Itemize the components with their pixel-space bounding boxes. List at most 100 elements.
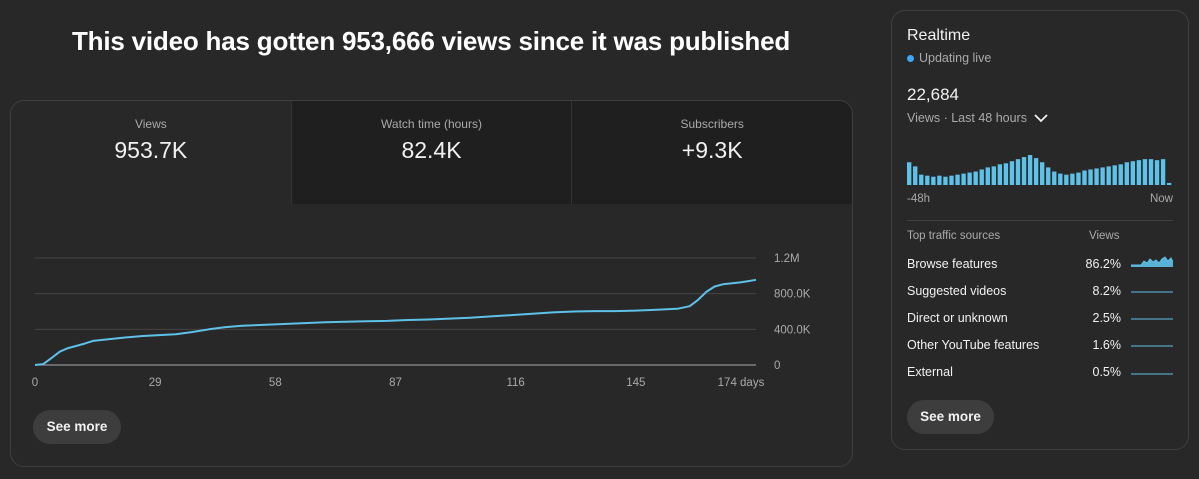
source-name: Browse features: [907, 257, 998, 271]
realtime-bar: [943, 176, 948, 185]
source-percent: 0.5%: [1092, 365, 1122, 379]
analytics-card: Views 953.7K Watch time (hours) 82.4K Su…: [10, 100, 853, 467]
live-indicator: Updating live: [907, 51, 991, 65]
realtime-bar: [1052, 171, 1057, 185]
metric-tabs: Views 953.7K Watch time (hours) 82.4K Su…: [11, 101, 852, 204]
realtime-see-more-button[interactable]: See more: [907, 400, 994, 434]
source-sparkline: [1131, 373, 1173, 375]
source-percent: 8.2%: [1092, 284, 1122, 298]
realtime-bar: [1088, 169, 1093, 185]
realtime-bar: [1106, 166, 1111, 185]
realtime-bar: [1082, 170, 1087, 185]
realtime-bar: [1160, 159, 1166, 185]
live-dot-icon: [907, 54, 914, 62]
traffic-source-row: External 0.5%: [907, 365, 1173, 385]
tab-subscribers[interactable]: Subscribers +9.3K: [571, 101, 852, 204]
realtime-bar: [985, 167, 990, 185]
see-more-button[interactable]: See more: [33, 410, 121, 444]
traffic-sources-header: Top traffic sources Views: [907, 230, 1173, 242]
tab-views[interactable]: Views 953.7K: [11, 101, 291, 204]
realtime-bar: [919, 174, 924, 185]
source-sparkline: [1131, 345, 1173, 347]
tab-watch-time[interactable]: Watch time (hours) 82.4K: [290, 101, 572, 204]
metric-value: +9.3K: [681, 137, 743, 163]
x-tick-label: 116: [506, 377, 524, 389]
realtime-bar: [1148, 159, 1154, 185]
chevron-down-icon: [1034, 114, 1048, 123]
source-name: Suggested videos: [907, 284, 1007, 298]
views-series-line: [34, 278, 757, 366]
live-label: Updating live: [919, 51, 992, 65]
traffic-source-row: Suggested videos 8.2%: [907, 284, 1173, 304]
realtime-bar: [979, 169, 984, 185]
realtime-bar: [1040, 162, 1045, 185]
realtime-bar: [949, 175, 954, 185]
traffic-sources-title: Top traffic sources: [907, 230, 1001, 242]
y-tick-label: 800.0K: [774, 289, 811, 301]
source-name: Direct or unknown: [907, 311, 1008, 325]
source-sparkline: [1131, 291, 1173, 293]
realtime-bar: [1136, 160, 1142, 185]
realtime-bar: [1118, 164, 1123, 185]
realtime-bar: [991, 166, 996, 185]
y-tick-label: 1.2M: [774, 253, 800, 265]
realtime-bar-chart: [907, 155, 1172, 185]
views-line-chart: 0 400.0K 800.0K 1.2M 0 29 58 87 116 145 174 days: [32, 253, 811, 389]
realtime-bar: [931, 176, 936, 185]
x-tick-label: 145: [626, 377, 645, 389]
realtime-bar: [907, 162, 912, 185]
realtime-bar: [961, 173, 966, 185]
realtime-bar: [1154, 160, 1160, 185]
realtime-bar: [1100, 167, 1105, 185]
metric-value: 82.4K: [401, 137, 462, 163]
x-tick-label: 58: [269, 377, 282, 389]
views-column-header: Views: [1089, 230, 1120, 242]
realtime-bar: [1015, 159, 1021, 185]
realtime-bar: [1130, 161, 1136, 185]
y-tick-label: 0: [774, 360, 780, 372]
axis-start-label: -48h: [907, 193, 931, 205]
realtime-count: 22,684: [907, 85, 959, 104]
traffic-source-row: Other YouTube features 1.6%: [907, 338, 1173, 358]
realtime-bar: [1112, 165, 1117, 185]
realtime-bar: [997, 164, 1003, 185]
source-name: External: [907, 365, 953, 379]
period-dropdown[interactable]: Views · Last 48 hours: [907, 111, 1049, 125]
realtime-bar: [955, 174, 960, 185]
realtime-bar: [1070, 173, 1075, 185]
x-tick-label: 29: [149, 377, 162, 389]
realtime-bar: [1124, 162, 1129, 185]
x-tick-label: 174 days: [718, 377, 765, 389]
realtime-bar: [1046, 167, 1051, 185]
metric-label: Views: [134, 117, 167, 131]
realtime-bar: [1027, 155, 1033, 185]
divider: [907, 220, 1173, 221]
metric-value: 953.7K: [114, 137, 188, 163]
realtime-bar: [925, 175, 930, 185]
source-percent: 86.2%: [1085, 257, 1121, 271]
y-tick-label: 400.0K: [774, 324, 811, 336]
realtime-bar: [1064, 174, 1069, 185]
realtime-bar: [1033, 158, 1039, 185]
traffic-source-row: Direct or unknown 2.5%: [907, 311, 1173, 331]
x-tick-label: 87: [389, 377, 402, 389]
realtime-bar: [913, 166, 918, 185]
realtime-bar: [973, 171, 978, 185]
realtime-bar: [1058, 173, 1063, 185]
realtime-bar: [1076, 172, 1081, 185]
realtime-card: Realtime Updating live 22,684 Views · La…: [891, 10, 1189, 450]
source-percent: 1.6%: [1092, 338, 1122, 352]
source-sparkline: [1131, 318, 1173, 320]
metric-label: Subscribers: [680, 117, 744, 131]
x-tick-label: 0: [32, 377, 38, 389]
realtime-bar: [967, 172, 972, 185]
realtime-bar: [937, 175, 942, 185]
metric-label: Watch time (hours): [381, 117, 482, 131]
realtime-bar: [1009, 161, 1015, 185]
realtime-bar: [1021, 157, 1027, 185]
realtime-bar: [1003, 163, 1009, 185]
period-label: Views · Last 48 hours: [907, 111, 1027, 125]
realtime-bar: [1094, 168, 1099, 185]
source-sparkline: [1131, 256, 1173, 267]
axis-end-label: Now: [1149, 193, 1173, 205]
